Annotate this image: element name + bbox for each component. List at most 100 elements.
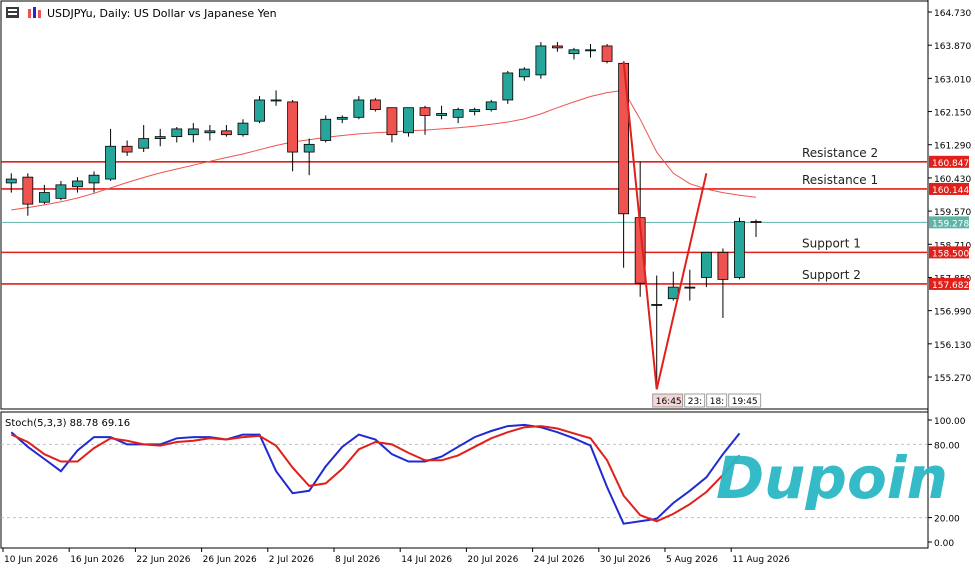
price-tick-label: 163.870 [934, 42, 971, 52]
stoch-signal-line [10, 425, 741, 523]
candle [568, 47, 580, 60]
watermark-text: Dupoin [716, 444, 948, 512]
date-tick-label: 20 Jul 2026 [467, 555, 518, 565]
candle [55, 180, 67, 201]
price-tick-label: 155.270 [934, 374, 971, 384]
candle [386, 107, 398, 143]
candle [22, 173, 34, 216]
session-time-box [728, 393, 762, 408]
candle-body [717, 251, 729, 280]
candle [38, 184, 50, 205]
candle [369, 98, 381, 112]
level-price-label: 160.847 [932, 159, 969, 169]
candle-body [667, 286, 679, 300]
candle-body [5, 178, 17, 184]
session-time-label: 18: [710, 397, 724, 407]
candle [237, 119, 249, 137]
candle-body [72, 180, 83, 188]
price-tick-label: 159.570 [934, 208, 971, 218]
candle-body [138, 138, 150, 149]
candle [303, 138, 315, 176]
date-axis: 10 Jun 2026 16 Jun 2026 22 Jun 2026 26 Jun … [2, 548, 790, 565]
candle-body [651, 304, 663, 306]
date-tick-label: 5 Aug 2026 [666, 555, 718, 565]
candle [502, 71, 514, 104]
candle-body [568, 49, 580, 55]
price-tick-label: 164.730 [934, 9, 971, 19]
candle-body [171, 128, 183, 138]
stoch-tick-label: 0.00 [934, 539, 954, 549]
candle [72, 177, 83, 193]
level-name: Resistance 2 [802, 146, 878, 160]
candle-body [55, 184, 67, 199]
price-tick-label: 156.990 [934, 308, 971, 318]
candle-body [320, 118, 332, 141]
candle-body [105, 145, 116, 180]
candle-body [287, 101, 299, 153]
moving-average-line [11, 89, 757, 211]
current-price-label: 159.278 [932, 219, 969, 229]
date-tick-label: 10 Jun 2026 [4, 555, 58, 565]
candle-body [221, 130, 232, 136]
price-tick-label: 158.710 [934, 241, 971, 251]
level-labels: 160.847 160.144 158.500 157.682 159.278 [929, 155, 969, 291]
levels-layer: Resistance 2 Resistance 1 Support 1 Support… [1, 146, 927, 285]
candle [469, 107, 481, 116]
level-name: Support 1 [802, 236, 861, 250]
level-price-tag [929, 155, 969, 168]
candle-body [369, 99, 381, 111]
menu-icon[interactable] [6, 7, 19, 18]
date-tick-label: 2 Jul 2026 [269, 555, 314, 565]
date-tick-label: 8 Jul 2026 [335, 555, 380, 565]
candle [287, 99, 299, 172]
candle-body [88, 174, 100, 184]
date-tick-label: 16 Jun 2026 [70, 555, 124, 565]
candle-body [469, 109, 481, 112]
candle [88, 171, 100, 193]
candle-body [618, 62, 630, 215]
candle [353, 96, 365, 120]
level-price-tag [929, 182, 969, 195]
level-name: Support 2 [802, 268, 861, 282]
candle-body [270, 99, 282, 102]
candle [667, 271, 679, 301]
candle-body [204, 130, 216, 134]
candle [204, 125, 216, 141]
price-tick-label: 160.430 [934, 175, 971, 185]
candle-body [518, 68, 530, 78]
candle-body [485, 101, 497, 111]
candle-body [502, 72, 514, 101]
level-price-label: 157.682 [932, 281, 969, 291]
candle [750, 219, 762, 237]
candle-body [684, 286, 696, 289]
session-time-box [652, 393, 684, 408]
chart-type-icon[interactable] [28, 7, 41, 18]
price-tick-label: 161.290 [934, 142, 971, 152]
candle-body [436, 113, 447, 116]
candle-body [121, 145, 133, 153]
chart-title: USDJPYu, Daily: US Dollar vs Japanese Ye… [47, 7, 277, 20]
session-time-label: 19:45 [732, 397, 758, 407]
trend-layer [622, 61, 708, 390]
date-tick-label: 30 Jul 2026 [600, 555, 651, 565]
candle-body [700, 251, 712, 278]
candle [121, 140, 133, 156]
price-axis: 164.730 163.870 163.010 162.150 161.290 160.4… [928, 9, 971, 384]
candle-body [336, 116, 348, 120]
candle [700, 251, 712, 288]
candle [485, 99, 497, 112]
candle [320, 115, 332, 143]
candle-body [552, 45, 563, 49]
candle-body [419, 107, 431, 116]
candle [138, 125, 150, 153]
main-pane-border [0, 0, 929, 410]
candle [452, 107, 464, 124]
price-tick-label: 156.130 [934, 341, 971, 351]
session-times: 16:45 23: 18: 19:45 [652, 393, 762, 408]
candle [419, 105, 431, 135]
candle-body [154, 136, 166, 139]
candle-body [353, 99, 365, 118]
candle [105, 128, 116, 181]
candle-body [254, 99, 265, 122]
